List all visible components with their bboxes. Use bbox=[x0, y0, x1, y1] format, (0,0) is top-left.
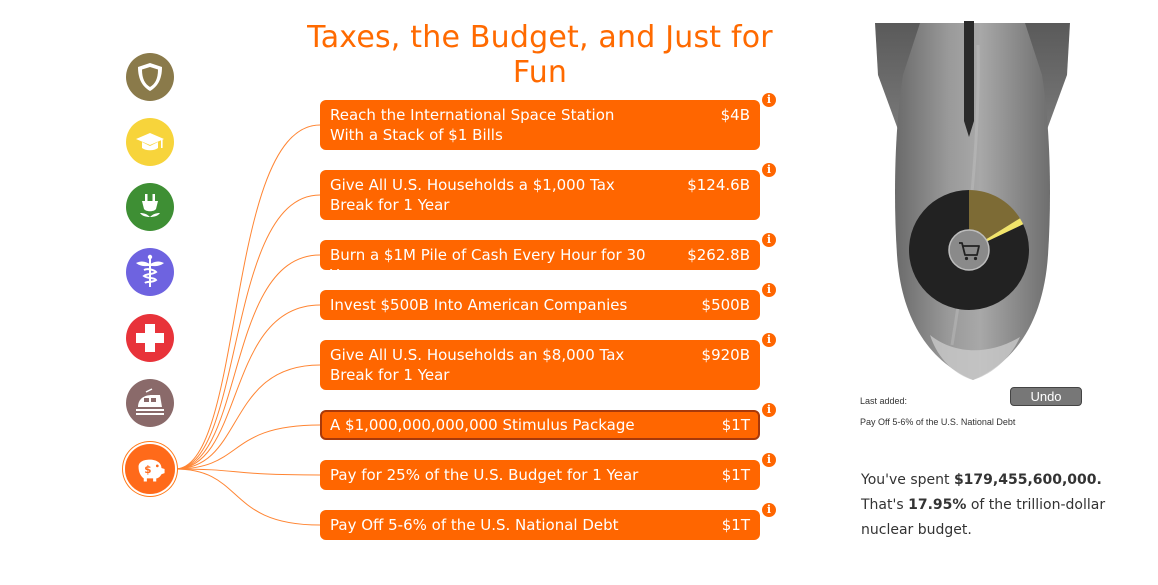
connector-line bbox=[174, 424, 321, 470]
budget-item-invest-companies[interactable]: Invest $500B Into American Companies $50… bbox=[320, 290, 760, 320]
budget-item-us-budget[interactable]: Pay for 25% of the U.S. Budget for 1 Yea… bbox=[320, 460, 760, 490]
info-icon[interactable]: i bbox=[762, 333, 776, 347]
train-icon bbox=[126, 379, 174, 427]
pie-center bbox=[948, 229, 990, 271]
item-price: $1T bbox=[721, 466, 750, 484]
svg-text:$: $ bbox=[144, 464, 151, 476]
undo-button[interactable]: Undo bbox=[1010, 387, 1082, 406]
item-label: A $1,000,000,000,000 Stimulus Package bbox=[330, 416, 635, 434]
item-label: Give All U.S. Households an $8,000 Tax B… bbox=[330, 346, 625, 384]
bomb-graphic bbox=[875, 21, 1070, 380]
connector-line bbox=[174, 304, 321, 470]
spending-summary: You've spent $179,455,600,000. That's 17… bbox=[861, 468, 1121, 543]
shield-icon bbox=[126, 53, 174, 101]
item-label: Pay Off 5-6% of the U.S. National Debt bbox=[330, 516, 619, 534]
info-icon[interactable]: i bbox=[762, 453, 776, 467]
budget-item-burn-cash[interactable]: Burn a $1M Pile of Cash Every Hour for 3… bbox=[320, 240, 760, 284]
item-price: $500B bbox=[701, 296, 750, 314]
info-icon[interactable]: i bbox=[762, 403, 776, 417]
item-price: $4B bbox=[720, 106, 750, 124]
category-health-button[interactable] bbox=[126, 248, 174, 296]
category-education-button[interactable] bbox=[126, 118, 174, 166]
spent-amount: $179,455,600,000. bbox=[953, 472, 1102, 488]
last-added-label: Last added: bbox=[860, 396, 908, 406]
budget-item-national-debt[interactable]: Pay Off 5-6% of the U.S. National Debt $… bbox=[320, 510, 760, 540]
tail-stem bbox=[964, 21, 974, 121]
category-transportation-button[interactable] bbox=[126, 379, 174, 427]
budget-item-iss-stack[interactable]: Reach the International Space Station Wi… bbox=[320, 100, 760, 150]
item-price: $920B bbox=[701, 346, 750, 364]
category-defense-button[interactable] bbox=[126, 53, 174, 101]
item-price: $124.6B bbox=[687, 176, 750, 194]
connector-line bbox=[174, 194, 321, 470]
plug-leaf-icon bbox=[126, 183, 174, 231]
category-energy-button[interactable] bbox=[126, 183, 174, 231]
caduceus-icon bbox=[126, 248, 174, 296]
connector-line bbox=[174, 364, 321, 470]
item-price: $262.8B bbox=[687, 246, 750, 264]
shopping-cart-icon bbox=[959, 242, 980, 261]
category-taxes-budget-fun-button[interactable]: $ bbox=[125, 444, 175, 494]
item-label: Give All U.S. Households a $1,000 Tax Br… bbox=[330, 176, 615, 214]
category-medical-button[interactable] bbox=[126, 314, 174, 362]
item-label: Reach the International Space Station Wi… bbox=[330, 106, 615, 144]
info-icon[interactable]: i bbox=[762, 93, 776, 107]
connector-line bbox=[174, 254, 321, 470]
last-added-item: Pay Off 5-6% of the U.S. National Debt bbox=[860, 417, 1016, 427]
percent-spent: 17.95% bbox=[908, 497, 967, 513]
red-cross-icon bbox=[126, 314, 174, 362]
page-title: Taxes, the Budget, and Just for Fun bbox=[307, 20, 773, 90]
info-icon[interactable]: i bbox=[762, 163, 776, 177]
thats-prefix: That's bbox=[861, 497, 904, 513]
info-icon[interactable]: i bbox=[762, 233, 776, 247]
connector-line bbox=[174, 124, 321, 470]
info-icon[interactable]: i bbox=[762, 503, 776, 517]
piggy-bank-icon: $ bbox=[125, 444, 175, 494]
connector-line bbox=[174, 468, 321, 526]
graduation-cap-icon bbox=[126, 118, 174, 166]
connector-line bbox=[174, 468, 321, 476]
spent-prefix: You've spent bbox=[861, 472, 950, 488]
item-price: $1T bbox=[721, 416, 750, 434]
item-label: Burn a $1M Pile of Cash Every Hour for 3… bbox=[330, 246, 646, 284]
budget-item-tax-break-1000[interactable]: Give All U.S. Households a $1,000 Tax Br… bbox=[320, 170, 760, 220]
item-price: $1T bbox=[721, 516, 750, 534]
budget-item-stimulus[interactable]: A $1,000,000,000,000 Stimulus Package $1… bbox=[320, 410, 760, 440]
info-icon[interactable]: i bbox=[762, 283, 776, 297]
item-label: Invest $500B Into American Companies bbox=[330, 296, 628, 314]
percent-suffix: of the trillion-dollar nuclear budget. bbox=[861, 497, 1106, 538]
item-label: Pay for 25% of the U.S. Budget for 1 Yea… bbox=[330, 466, 639, 484]
budget-item-tax-break-8000[interactable]: Give All U.S. Households an $8,000 Tax B… bbox=[320, 340, 760, 390]
